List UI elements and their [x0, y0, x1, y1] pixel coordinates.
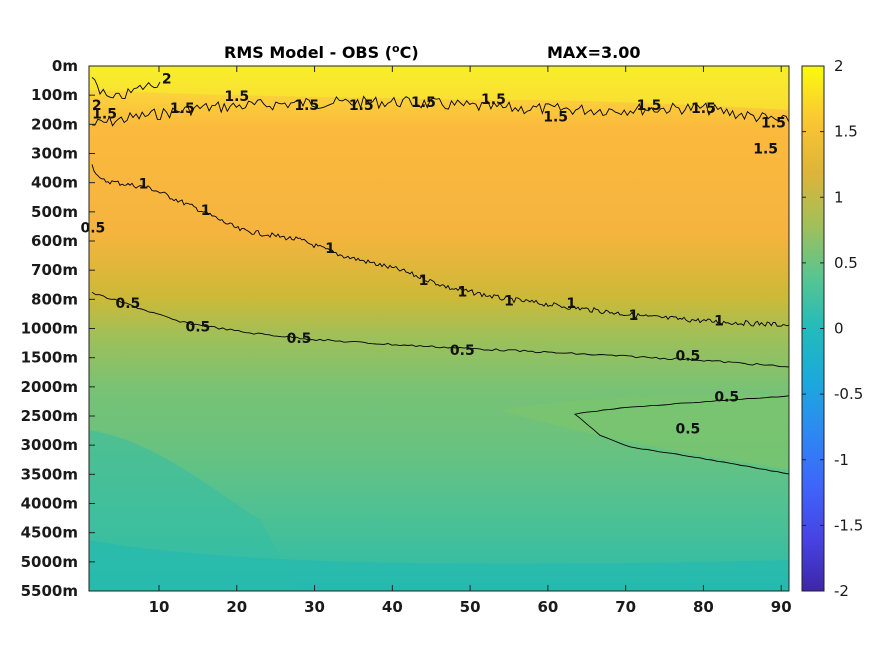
contour-label: 1.5 — [543, 110, 568, 126]
contour-0-5-upper — [91, 291, 789, 368]
y-tick-label: 400m — [31, 174, 78, 192]
contour-label: 1 — [566, 296, 576, 312]
contour-label: 1 — [325, 241, 335, 257]
x-tick-label: 70 — [615, 598, 636, 616]
y-tick-label: 800m — [31, 290, 78, 308]
contour-label: 1 — [201, 203, 211, 219]
contour-label: 1.5 — [691, 101, 716, 117]
contour-label: 1.5 — [753, 142, 778, 158]
contour-1-5-upper — [91, 95, 789, 127]
contour-label: 1.5 — [761, 115, 786, 131]
max-label: MAX=3.00 — [547, 43, 641, 62]
contour-label: 1 — [504, 293, 514, 309]
contour-lines — [91, 77, 789, 475]
y-tick-label: 1000m — [21, 320, 78, 338]
heatmap-field — [89, 66, 789, 591]
y-tick-label: 3000m — [21, 436, 78, 454]
colorbar-tick-label: -1.5 — [834, 516, 863, 534]
colorbar-tick-label: 1.5 — [834, 123, 858, 141]
colorbar-tick-label: -1 — [834, 451, 849, 469]
x-tick-label: 40 — [382, 598, 403, 616]
colorbar-tick-label: 2 — [834, 57, 844, 75]
contour-1-0 — [91, 164, 789, 327]
contour-label: 2 — [162, 72, 172, 88]
colorbar-tick-label: -2 — [834, 582, 849, 600]
y-tick-label: 5000m — [21, 553, 78, 571]
contour-label: 1 — [419, 273, 429, 289]
contour-label: 1.5 — [92, 107, 117, 123]
y-tick-label: 500m — [31, 203, 78, 221]
y-tick-label: 2000m — [21, 378, 78, 396]
y-tick-label: 1500m — [21, 349, 78, 367]
x-axis: 10 20 30 40 50 60 70 80 90 — [149, 66, 792, 616]
x-tick-label: 30 — [304, 598, 325, 616]
y-tick-label: 700m — [31, 261, 78, 279]
x-tick-label: 60 — [537, 598, 558, 616]
contour-label: 1.5 — [637, 98, 662, 114]
y-tick-label: 4000m — [21, 495, 78, 513]
contour-label: 0.5 — [185, 320, 210, 336]
colorbar-tick-label: 1 — [834, 188, 844, 206]
contour-label: 0.5 — [675, 349, 700, 365]
y-tick-label: 5500m — [21, 582, 78, 600]
y-tick-label: 200m — [31, 115, 78, 133]
contour-label: 0.5 — [80, 220, 105, 236]
contour-label: 1.5 — [224, 89, 249, 105]
colorbar-tick-label: 0.5 — [834, 254, 858, 272]
contour-label: 1.5 — [411, 95, 436, 111]
contour-0-5-loop — [573, 395, 789, 475]
x-tick-label: 20 — [226, 598, 247, 616]
contour-label: 1 — [139, 177, 149, 193]
contour-label: 0.5 — [675, 422, 700, 438]
contour-label: 1.5 — [170, 101, 195, 117]
contour-label: 1.5 — [294, 98, 319, 114]
contour-label: 1 — [714, 314, 724, 330]
contour-label: 1.5 — [481, 92, 506, 108]
chart-title: RMS Model - OBS (oC) — [224, 42, 419, 62]
colorbar-tick-label: -0.5 — [834, 385, 863, 403]
contour-label: 1 — [629, 308, 639, 324]
y-tick-label: 600m — [31, 232, 78, 250]
y-axis: 0m 100m 200m 300m 400m 500m 600m 700m 800m 1000m 1… — [21, 57, 95, 600]
contour-label: 0.5 — [714, 390, 739, 406]
y-tick-label: 4500m — [21, 524, 78, 542]
colorbar-axis: 2 1.5 1 0.5 0 -0.5 -1 -1.5 -2 — [802, 57, 863, 600]
y-tick-label: 300m — [31, 145, 78, 163]
y-tick-label: 0m — [52, 57, 78, 75]
x-tick-label: 10 — [149, 598, 170, 616]
contour-label: 1.5 — [349, 98, 374, 114]
y-tick-label: 100m — [31, 86, 78, 104]
y-tick-label: 3500m — [21, 465, 78, 483]
colorbar-tick-label: 0 — [834, 320, 844, 338]
contour-label: 1 — [457, 285, 467, 301]
y-tick-label: 2500m — [21, 407, 78, 425]
x-tick-label: 80 — [693, 598, 714, 616]
contour-label: 2 — [92, 98, 102, 114]
contour-label: 0.5 — [115, 296, 140, 312]
x-tick-label: 50 — [460, 598, 481, 616]
contour-label: 0.5 — [450, 343, 475, 359]
contour-1-5-left — [91, 77, 161, 99]
x-tick-label: 90 — [771, 598, 792, 616]
contour-label: 0.5 — [287, 331, 312, 347]
